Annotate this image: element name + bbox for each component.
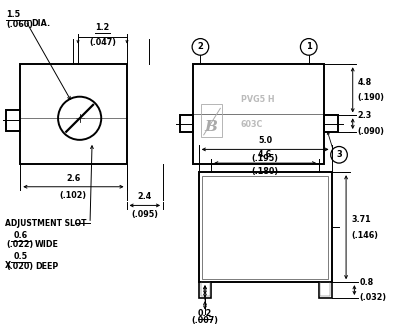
Text: 0.5: 0.5: [13, 252, 27, 262]
Text: 4.6: 4.6: [258, 150, 272, 159]
Text: 0.8: 0.8: [359, 278, 374, 287]
Text: (.090): (.090): [358, 127, 385, 136]
Text: (.190): (.190): [358, 93, 385, 102]
Text: 603C: 603C: [241, 120, 263, 129]
Text: (.095): (.095): [131, 209, 158, 218]
Text: 2.6: 2.6: [66, 174, 80, 183]
Text: (.195): (.195): [252, 153, 279, 163]
Text: 0.6: 0.6: [13, 231, 27, 240]
Text: 1.5: 1.5: [6, 10, 20, 19]
Text: X: X: [5, 261, 11, 270]
Text: WIDE: WIDE: [35, 240, 59, 249]
Text: (.032): (.032): [359, 293, 386, 302]
Text: 2: 2: [198, 42, 203, 51]
Text: 2.3: 2.3: [358, 111, 372, 121]
Text: 4.8: 4.8: [358, 78, 372, 87]
Text: B: B: [204, 120, 218, 134]
Text: 2.4: 2.4: [138, 192, 152, 201]
Text: DEEP: DEEP: [35, 262, 58, 271]
Text: PVG5 H: PVG5 H: [241, 95, 274, 104]
Text: (.060): (.060): [6, 20, 33, 29]
Text: 5.0: 5.0: [258, 136, 272, 145]
Text: (.180): (.180): [252, 167, 279, 176]
Text: ADJUSTMENT SLOT: ADJUSTMENT SLOT: [5, 219, 86, 228]
Text: (.047): (.047): [89, 38, 116, 47]
Text: 3.71: 3.71: [351, 215, 371, 224]
Text: (.146): (.146): [351, 230, 378, 239]
Text: (.020): (.020): [7, 262, 34, 271]
Text: 1: 1: [306, 42, 312, 51]
Text: DIA.: DIA.: [31, 19, 50, 28]
Text: (.007): (.007): [192, 316, 218, 325]
Text: 0.2: 0.2: [198, 309, 212, 318]
Text: (.022): (.022): [7, 240, 34, 249]
Text: 3: 3: [336, 150, 342, 159]
Text: 1.2: 1.2: [95, 23, 110, 32]
Text: (.102): (.102): [60, 191, 87, 200]
